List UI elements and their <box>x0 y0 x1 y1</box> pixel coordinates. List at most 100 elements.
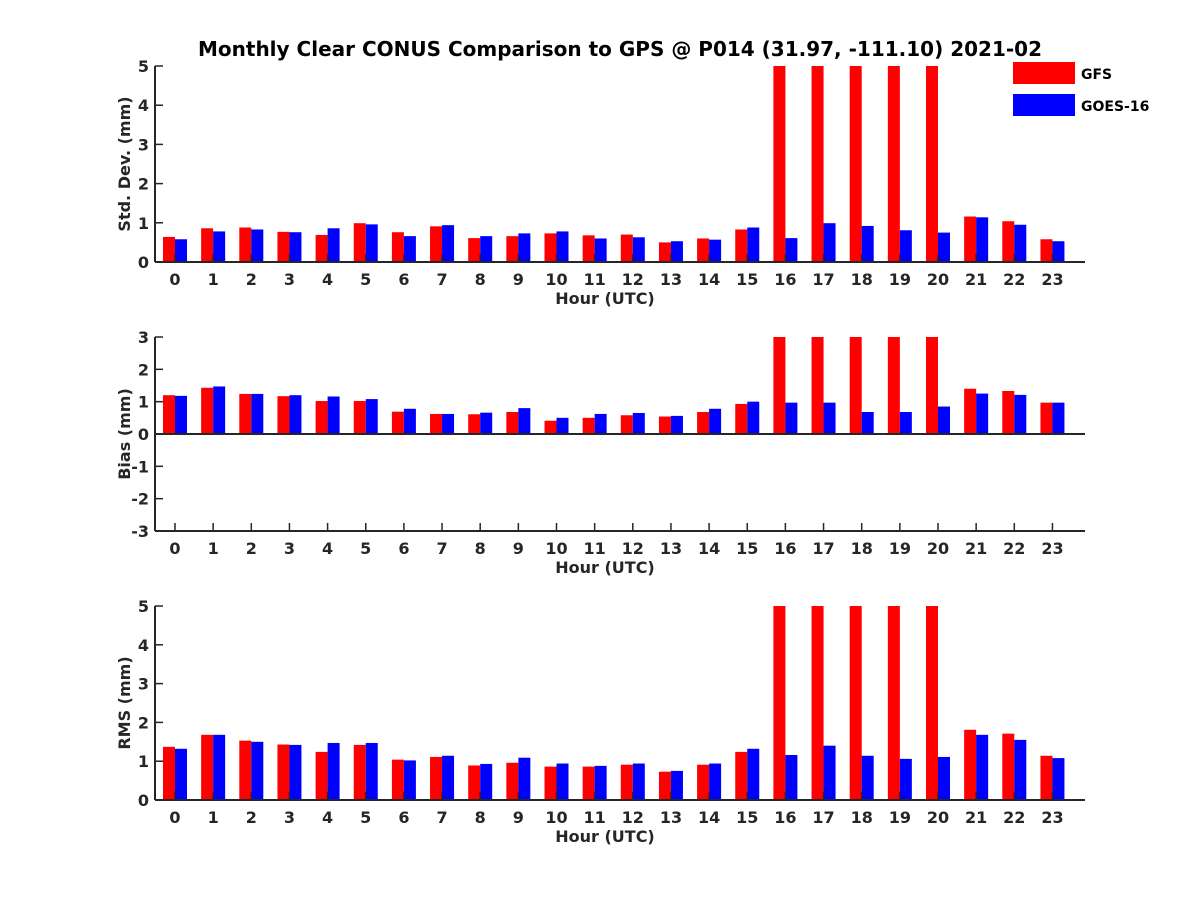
bar-goes16-15 <box>747 227 760 262</box>
x-tick-label: 0 <box>169 270 180 289</box>
x-tick-label: 5 <box>360 808 371 827</box>
bar-goes16-20 <box>938 756 950 800</box>
bar-goes16-14 <box>709 239 722 262</box>
bar-goes16-22 <box>1014 739 1027 800</box>
bar-gfs-10 <box>544 766 557 800</box>
bar-gfs-13 <box>658 416 671 434</box>
x-tick-label: 16 <box>774 539 796 558</box>
bar-gfs-4 <box>315 751 328 800</box>
x-axis-label: Hour (UTC) <box>555 289 655 308</box>
x-tick-label: 10 <box>545 808 567 827</box>
bar-goes16-23 <box>1052 402 1065 434</box>
x-tick-label: 22 <box>1003 270 1025 289</box>
y-tick-label: 0 <box>138 425 149 444</box>
bar-goes16-1 <box>213 734 226 800</box>
bar-gfs-21 <box>964 388 977 434</box>
bar-gfs-14 <box>697 764 710 800</box>
bar-gfs-7 <box>430 226 443 262</box>
x-tick-label: 8 <box>475 808 486 827</box>
bar-goes16-2 <box>251 393 264 434</box>
bar-goes16-23 <box>1052 758 1065 800</box>
bar-goes16-10 <box>556 417 569 434</box>
bar-gfs-8 <box>468 414 481 434</box>
bar-goes16-9 <box>518 408 531 434</box>
bar-gfs-14 <box>697 412 710 434</box>
y-tick-label: 1 <box>138 393 149 412</box>
bar-goes16-9 <box>518 233 531 262</box>
bar-gfs-4 <box>315 401 328 434</box>
x-tick-label: 19 <box>889 808 911 827</box>
bar-goes16-6 <box>403 760 416 800</box>
x-tick-label: 16 <box>774 270 796 289</box>
legend: GFS GOES-16 <box>1013 62 1149 116</box>
bar-goes16-19 <box>899 230 912 262</box>
x-tick-label: 12 <box>622 539 644 558</box>
bar-goes16-12 <box>632 412 645 434</box>
x-tick-label: 13 <box>660 539 682 558</box>
bar-goes16-4 <box>327 742 340 800</box>
x-tick-label: 2 <box>246 539 257 558</box>
bar-gfs-22 <box>1002 221 1015 262</box>
bar-gfs-7 <box>430 413 443 434</box>
bar-goes16-13 <box>670 415 683 434</box>
y-tick-label: 0 <box>138 791 149 810</box>
bar-goes16-5 <box>365 399 378 434</box>
bar-goes16-10 <box>556 763 569 800</box>
bar-gfs-4 <box>315 234 328 262</box>
bar-goes16-22 <box>1014 394 1027 434</box>
bar-gfs-12 <box>620 764 633 800</box>
x-tick-label: 14 <box>698 808 720 827</box>
bar-goes16-3 <box>289 232 302 262</box>
bar-gfs-16 <box>773 66 786 262</box>
bar-goes16-16 <box>785 402 798 434</box>
bar-gfs-19 <box>887 606 900 800</box>
bar-goes16-19 <box>899 758 912 800</box>
legend-label-goes16: GOES-16 <box>1081 99 1149 115</box>
bar-goes16-15 <box>747 748 760 800</box>
bar-gfs-0 <box>163 395 175 434</box>
bar-goes16-2 <box>251 229 264 262</box>
bar-goes16-18 <box>861 412 874 434</box>
bar-gfs-1 <box>201 734 214 800</box>
x-tick-label: 23 <box>1041 539 1063 558</box>
bar-goes16-11 <box>594 238 607 262</box>
bar-gfs-9 <box>506 762 519 800</box>
y-axis-label: Bias (mm) <box>115 388 134 480</box>
x-tick-label: 22 <box>1003 539 1025 558</box>
x-tick-label: 18 <box>851 808 873 827</box>
bar-gfs-3 <box>277 744 290 800</box>
bar-goes16-20 <box>938 406 950 434</box>
x-tick-label: 18 <box>851 270 873 289</box>
bar-gfs-20 <box>926 337 938 434</box>
bar-gfs-6 <box>391 759 404 800</box>
x-tick-label: 20 <box>927 539 949 558</box>
legend-swatch-gfs <box>1013 62 1075 84</box>
bar-goes16-8 <box>480 763 493 800</box>
bar-goes16-7 <box>442 225 455 262</box>
bar-gfs-16 <box>773 606 786 800</box>
bar-gfs-16 <box>773 337 786 434</box>
x-tick-label: 6 <box>398 270 409 289</box>
bar-gfs-13 <box>658 242 671 262</box>
x-tick-label: 0 <box>169 808 180 827</box>
bar-gfs-5 <box>353 744 366 800</box>
x-tick-label: 8 <box>475 539 486 558</box>
bar-gfs-6 <box>391 232 404 262</box>
bar-gfs-22 <box>1002 391 1015 434</box>
x-tick-label: 12 <box>622 808 644 827</box>
bar-gfs-21 <box>964 216 977 262</box>
x-tick-label: 21 <box>965 270 987 289</box>
bar-gfs-23 <box>1040 402 1053 434</box>
bar-gfs-18 <box>849 66 862 262</box>
x-tick-label: 22 <box>1003 808 1025 827</box>
bar-goes16-18 <box>861 755 874 800</box>
bar-goes16-4 <box>327 228 340 262</box>
x-tick-label: 16 <box>774 808 796 827</box>
x-axis-label: Hour (UTC) <box>555 827 655 846</box>
bar-gfs-11 <box>582 235 595 262</box>
y-tick-label: -2 <box>131 490 149 509</box>
y-tick-label: 3 <box>138 328 149 347</box>
